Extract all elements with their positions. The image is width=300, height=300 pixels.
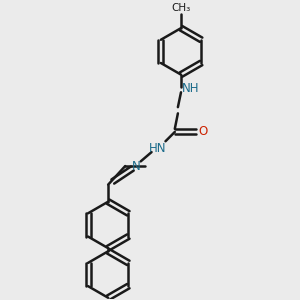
Text: O: O [198, 125, 207, 139]
Text: NH: NH [182, 82, 200, 95]
Text: N: N [132, 160, 140, 172]
Text: HN: HN [149, 142, 166, 155]
Text: CH₃: CH₃ [171, 3, 190, 13]
